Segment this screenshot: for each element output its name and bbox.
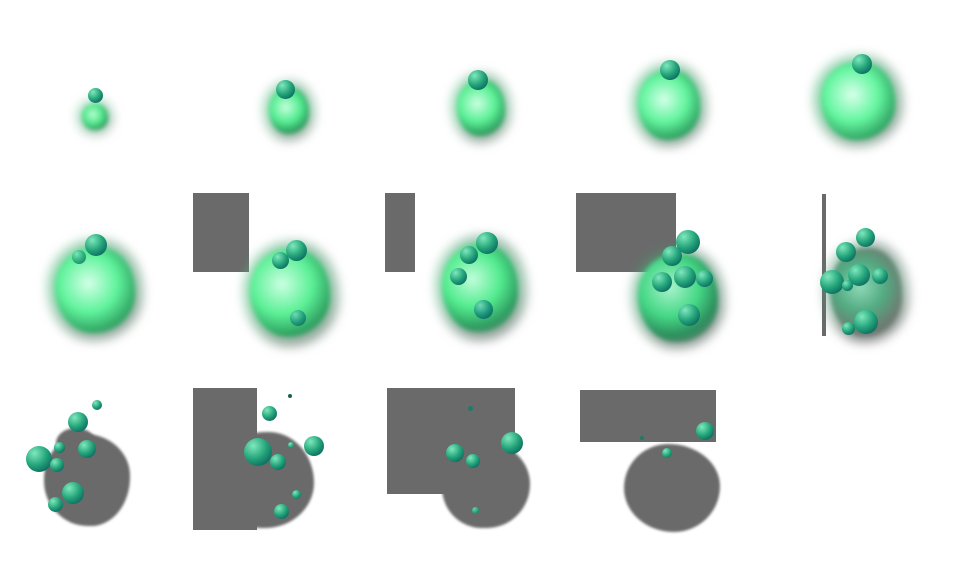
satellite-sphere [460, 246, 478, 264]
satellite-sphere [78, 440, 96, 458]
satellite-sphere [696, 270, 713, 287]
panel-r3c1[interactable] [0, 384, 192, 576]
satellite-sphere [678, 304, 700, 326]
satellite-sphere [476, 232, 498, 254]
render-stage [384, 192, 576, 384]
satellite-sphere [272, 252, 289, 269]
satellite-sphere [820, 270, 844, 294]
panel-r2c5[interactable] [768, 192, 960, 384]
panel-r3c5-empty[interactable] [768, 384, 960, 576]
panel-r1c2[interactable] [192, 0, 384, 192]
satellite-sphere [292, 490, 301, 499]
panel-r2c2[interactable] [192, 192, 384, 384]
panel-r3c4[interactable] [576, 384, 768, 576]
panel-r1c5[interactable] [768, 0, 960, 192]
satellite-sphere [662, 246, 682, 266]
satellite-sphere [88, 88, 103, 103]
satellite-sphere [696, 422, 714, 440]
satellite-sphere [472, 507, 479, 514]
satellite-sphere [450, 268, 467, 285]
satellite-sphere [474, 300, 493, 319]
satellite-sphere [262, 406, 277, 421]
render-stage [576, 0, 768, 192]
satellite-sphere [270, 454, 286, 470]
satellite-sphere [674, 266, 696, 288]
panel-r3c2[interactable] [192, 384, 384, 576]
satellite-sphere [662, 448, 672, 458]
satellite-sphere [85, 234, 107, 256]
satellite-sphere [872, 268, 888, 284]
aggregate-core [442, 244, 518, 332]
render-stage [192, 384, 384, 576]
satellite-sphere [26, 446, 52, 472]
satellite-sphere [288, 442, 294, 448]
panel-r2c1[interactable] [0, 192, 192, 384]
satellite-sphere [842, 280, 853, 291]
satellite-sphere [48, 497, 63, 512]
satellite-sphere [244, 438, 272, 466]
occluder-block [580, 390, 716, 442]
aggregate-silhouette [624, 444, 720, 532]
satellite-sphere [288, 394, 292, 398]
aggregate-core [250, 249, 330, 337]
render-stage [0, 192, 192, 384]
satellite-sphere [468, 406, 473, 411]
render-stage [768, 0, 960, 192]
panel-r2c3[interactable] [384, 192, 576, 384]
satellite-sphere [50, 458, 64, 472]
satellite-sphere [92, 400, 102, 410]
render-stage [576, 384, 768, 576]
satellite-sphere [62, 482, 84, 504]
render-stage [0, 0, 192, 192]
satellite-sphere [466, 454, 480, 468]
render-stage [768, 192, 960, 384]
render-stage [384, 0, 576, 192]
render-stage [192, 192, 384, 384]
render-stage [576, 192, 768, 384]
satellite-sphere [852, 54, 872, 74]
panel-r1c1[interactable] [0, 0, 192, 192]
satellite-sphere [856, 228, 875, 247]
panel-r2c4[interactable] [576, 192, 768, 384]
satellite-sphere [854, 310, 878, 334]
satellite-sphere [501, 432, 523, 454]
occluder-block [385, 193, 415, 272]
satellite-sphere [304, 436, 324, 456]
satellite-sphere [286, 240, 307, 261]
satellite-sphere [54, 442, 65, 453]
satellite-sphere [468, 70, 488, 90]
render-stage [384, 384, 576, 576]
aggregate-core [55, 247, 135, 333]
satellite-sphere [68, 412, 88, 432]
satellite-sphere [842, 322, 855, 335]
satellite-sphere [652, 272, 672, 292]
render-stage [768, 384, 960, 576]
aggregate-core [638, 70, 700, 140]
satellite-sphere [836, 242, 856, 262]
occluder-block [193, 193, 249, 272]
satellite-sphere [660, 60, 680, 80]
satellite-sphere [274, 504, 289, 519]
satellite-sphere [276, 80, 295, 99]
vertical-barrier [822, 194, 826, 336]
render-stage [192, 0, 384, 192]
panel-r1c4[interactable] [576, 0, 768, 192]
satellite-sphere [446, 444, 464, 462]
satellite-sphere [848, 264, 870, 286]
aggregate-core [821, 62, 895, 140]
panel-r1c3[interactable] [384, 0, 576, 192]
occluder-block [387, 388, 515, 494]
satellite-sphere [640, 436, 644, 440]
render-stage [0, 384, 192, 576]
satellite-sphere [72, 250, 86, 264]
aggregate-core [82, 104, 108, 130]
satellite-sphere [290, 310, 306, 326]
panel-r3c3[interactable] [384, 384, 576, 576]
